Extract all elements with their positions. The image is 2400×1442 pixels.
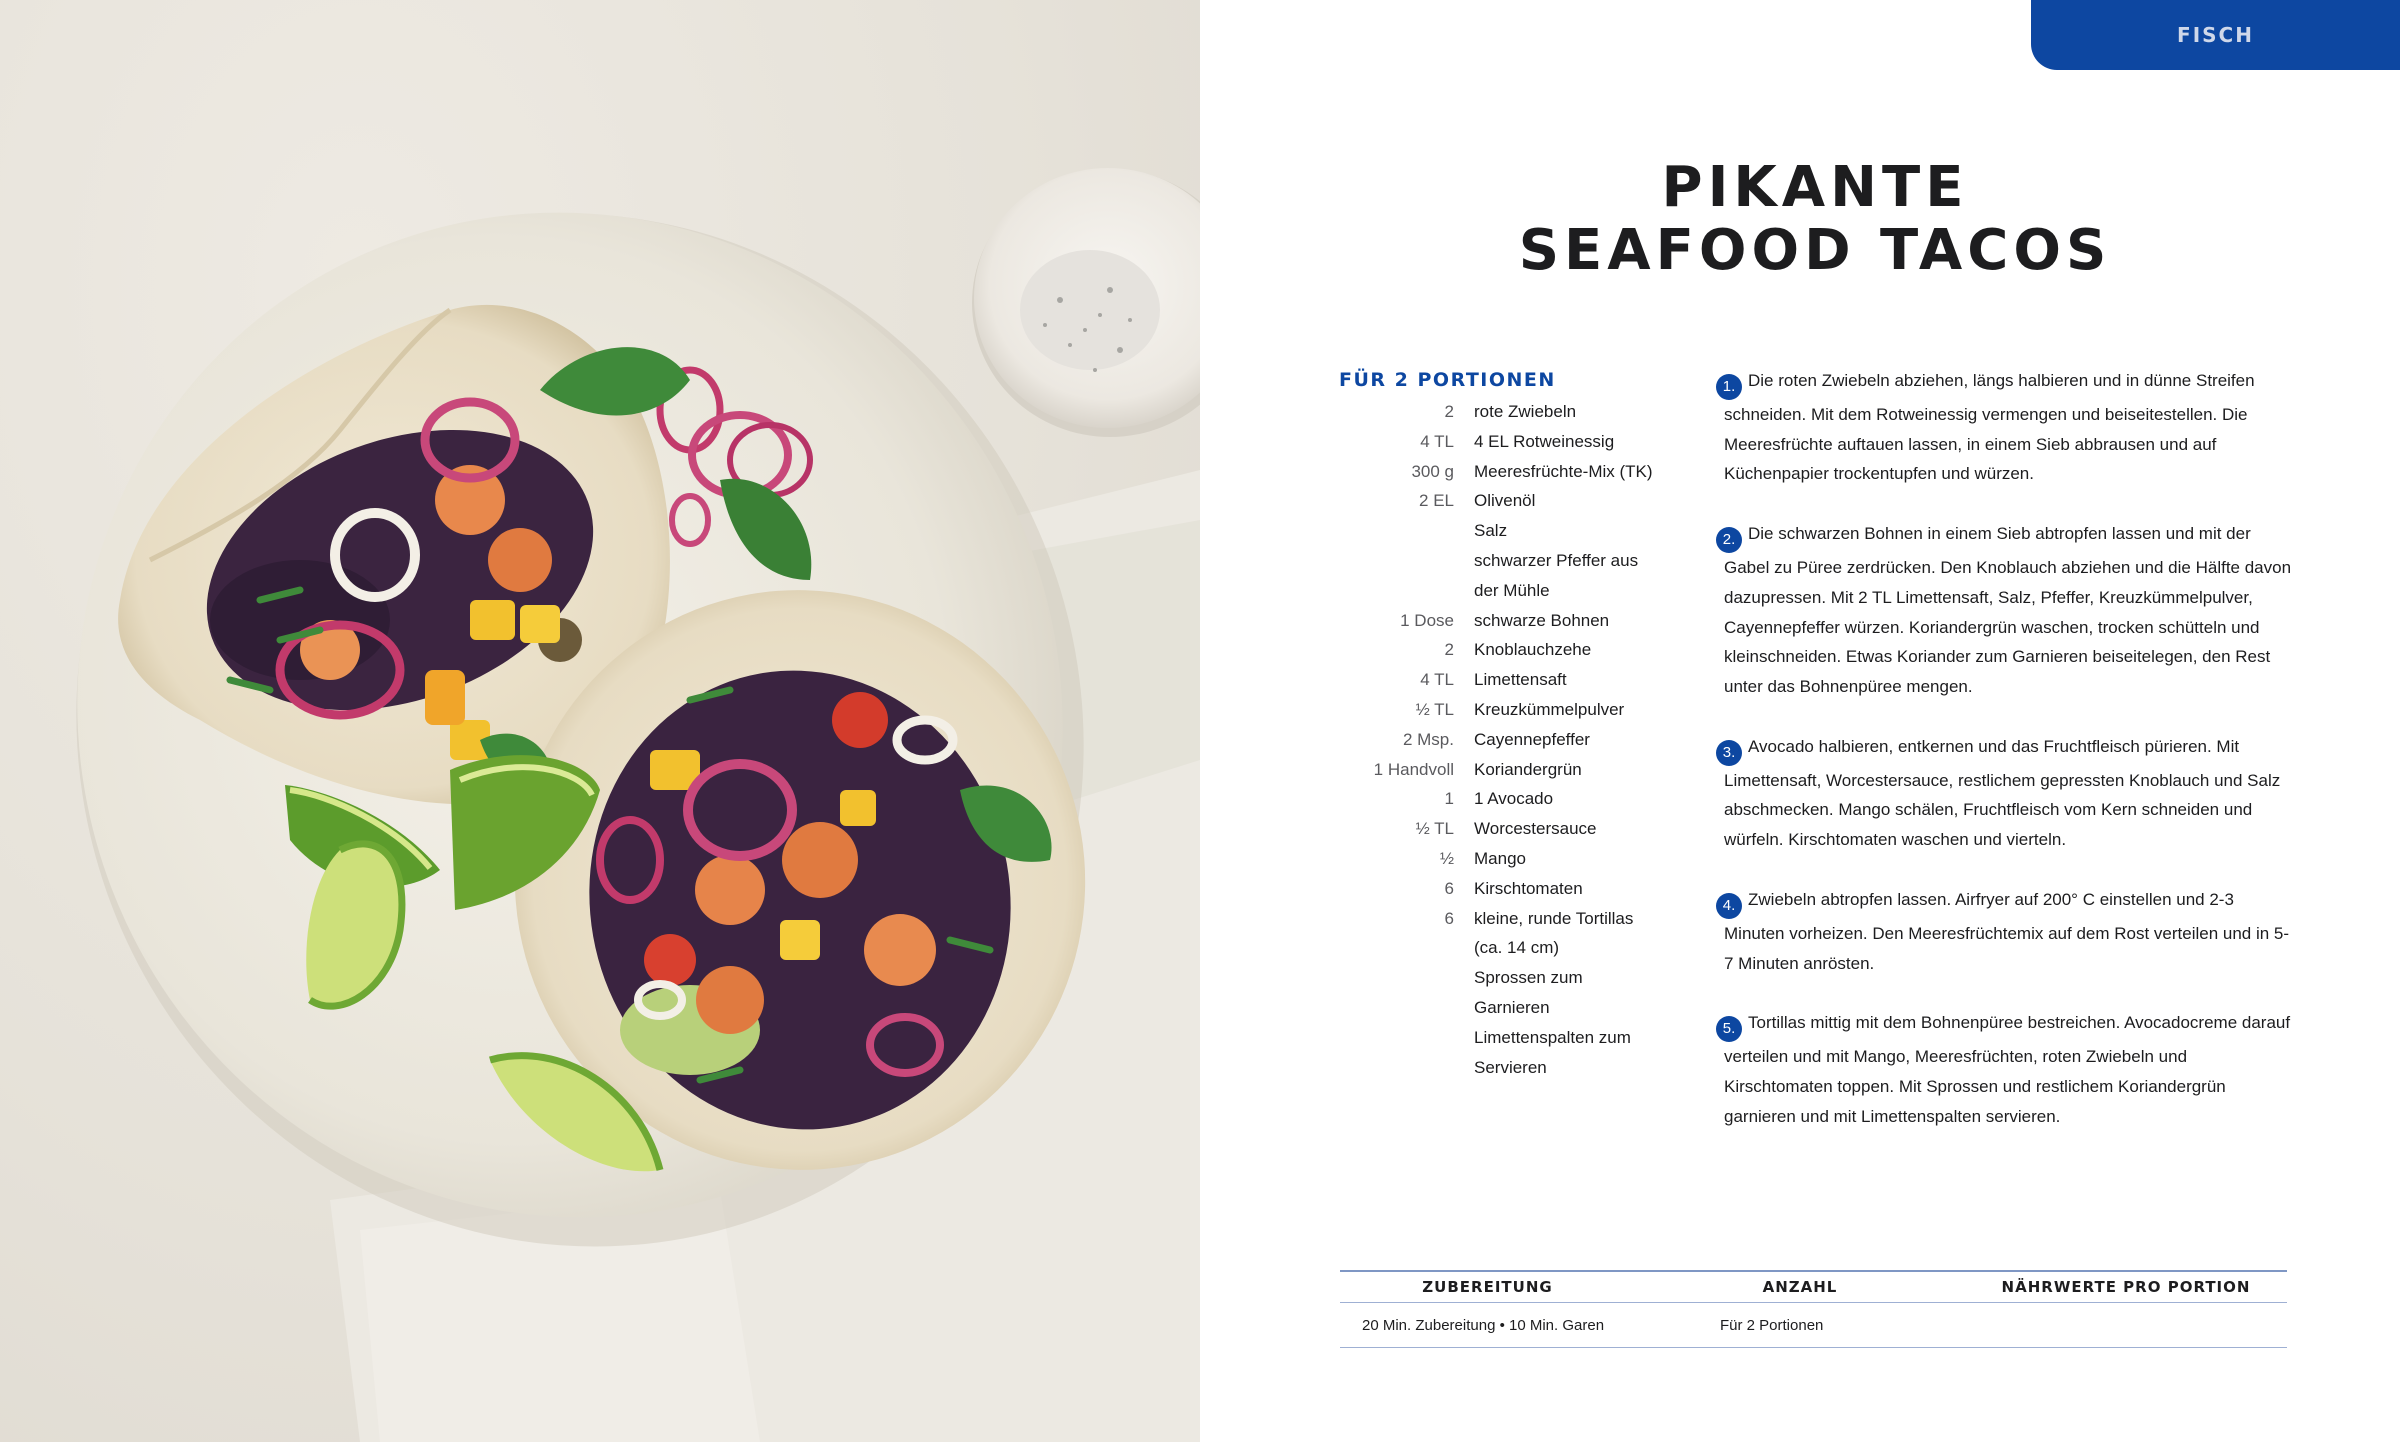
recipe-info-table: ZUBEREITUNG ANZAHL NÄHRWERTE PRO PORTION…: [1340, 1270, 2287, 1348]
ingredient-row: 1 Handvoll Koriandergrün: [1339, 755, 1669, 785]
step-2: 2. Die schwarzen Bohnen in einem Sieb abt…: [1716, 519, 2296, 702]
ingredient-row: 2 rote Zwiebeln: [1339, 397, 1669, 427]
value-anzahl: Für 2 Portionen: [1720, 1316, 1824, 1334]
step-number-badge: 4.: [1716, 892, 1742, 919]
ingredients-heading: FÜR 2 PORTIONEN: [1339, 369, 1556, 391]
step-number-badge: 2.: [1716, 526, 1742, 553]
ingredient-name: Koriandergrün: [1474, 759, 1582, 779]
step-number-badge: 1.: [1716, 373, 1742, 400]
ingredient-row: 1 Dose schwarze Bohnen: [1339, 606, 1669, 636]
ingredient-amount: [1339, 963, 1454, 1023]
step-3: 3. Avocado halbieren, entkernen und das F…: [1716, 732, 2296, 855]
table-value-row: 20 Min. Zubereitung • 10 Min. Garen Für …: [1340, 1303, 2287, 1347]
ingredient-name: 4 EL Rotweinessig: [1474, 431, 1615, 451]
ingredient-amount: ½ TL: [1415, 819, 1454, 839]
ingredient-row: 4 TL 4 EL Rotweinessig: [1339, 427, 1669, 457]
ingredient-name: Kreuzkümmelpulver: [1474, 699, 1625, 719]
ingredient-amount: 2 Msp.: [1402, 729, 1454, 749]
ingredient-row: ½ TL Kreuzkümmelpulver: [1339, 695, 1669, 725]
ingredient-amount: ½ TL: [1415, 699, 1454, 719]
ingredient-amount: 4 TL: [1420, 670, 1454, 690]
section-tab-label: FISCH: [2177, 23, 2254, 47]
ingredient-row: schwarzer Pfeffer aus der Mühle: [1339, 546, 1669, 606]
instructions: 1. Die roten Zwiebeln abziehen, längs hal…: [1716, 366, 2296, 1161]
step-1: 1. Die roten Zwiebeln abziehen, längs hal…: [1716, 366, 2296, 489]
ingredient-amount: 2: [1444, 640, 1454, 660]
ingredient-amount: [1339, 1023, 1454, 1083]
ingredient-amount: 1: [1444, 789, 1454, 809]
ingredient-name: Salz: [1474, 521, 1508, 541]
step-text: Die roten Zwiebeln abziehen, längs halbi…: [1724, 371, 2255, 484]
ingredient-row: ½ Mango: [1339, 844, 1669, 874]
ingredient-row: ½ TL Worcestersauce: [1339, 814, 1669, 844]
ingredient-name: Worcestersauce: [1474, 819, 1597, 839]
ingredient-amount: 4 TL: [1420, 431, 1454, 451]
ingredient-name: schwarze Bohnen: [1474, 610, 1610, 630]
ingredient-amount: 300 g: [1411, 461, 1454, 481]
ingredient-name: kleine, runde Tortillas (ca. 14 cm): [1474, 908, 1634, 958]
ingredient-name: Olivenöl: [1474, 491, 1536, 511]
ingredient-name: Sprossen zum Garnieren: [1474, 968, 1583, 1017]
ingredient-row: Salz: [1339, 516, 1669, 546]
ingredient-amount: 1 Dose: [1400, 610, 1454, 630]
step-5: 5. Tortillas mittig mit dem Bohnenpüree b…: [1716, 1008, 2296, 1131]
ingredient-name: Meeresfrüchte-Mix (TK): [1474, 461, 1653, 481]
recipe-title: PIKANTE SEAFOOD TACOS: [1340, 156, 2290, 282]
ingredient-row: Sprossen zum Garnieren: [1339, 963, 1669, 1023]
ingredient-name: rote Zwiebeln: [1474, 402, 1577, 421]
ingredient-row: Limettenspalten zum Servieren: [1339, 1023, 1669, 1083]
ingredient-name: Knoblauchzehe: [1474, 640, 1592, 660]
step-text: Tortillas mittig mit dem Bohnenpüree bes…: [1724, 1013, 2291, 1126]
ingredient-name: Kirschtomaten: [1474, 878, 1583, 898]
table-mid-rule: [1340, 1302, 2287, 1303]
ingredient-amount: [1339, 516, 1454, 546]
table-bottom-rule: [1340, 1347, 2287, 1348]
step-number-badge: 5.: [1716, 1016, 1742, 1042]
ingredients-list: 2 rote Zwiebeln 4 TL 4 EL Rotweinessig 300…: [1339, 397, 1669, 1082]
ingredient-row: 4 TL Limettensaft: [1339, 665, 1669, 695]
recipe-title-line-1: PIKANTE: [1661, 155, 1969, 220]
header-zubereitung: ZUBEREITUNG: [1422, 1278, 1553, 1296]
ingredient-name: Cayennepfeffer: [1474, 729, 1590, 749]
ingredient-amount: 6: [1444, 878, 1454, 898]
section-tab: FISCH: [2031, 0, 2400, 70]
ingredient-amount: 6: [1444, 908, 1454, 928]
food-photo: [0, 0, 1200, 1442]
ingredient-row: 1 1 Avocado: [1339, 784, 1669, 814]
ingredient-amount: ½: [1439, 848, 1454, 868]
header-anzahl: ANZAHL: [1762, 1278, 1838, 1296]
step-4: 4. Zwiebeln abtropfen lassen. Airfryer au…: [1716, 885, 2296, 978]
ingredient-name: Limettenspalten zum Servieren: [1474, 1027, 1631, 1077]
ingredient-amount: 2: [1444, 402, 1454, 421]
ingredient-row: 300 g Meeresfrüchte-Mix (TK): [1339, 457, 1669, 487]
ingredient-row: 2 EL Olivenöl: [1339, 486, 1669, 516]
step-text: Avocado halbieren, entkernen und das Fru…: [1724, 736, 2281, 850]
ingredient-name: 1 Avocado: [1474, 789, 1554, 809]
ingredient-row: 2 Msp. Cayennepfeffer: [1339, 725, 1669, 755]
ingredient-row: 6 Kirschtomaten: [1339, 874, 1669, 904]
step-text: Zwiebeln abtropfen lassen. Airfryer auf …: [1724, 889, 2290, 973]
table-header-row: ZUBEREITUNG ANZAHL NÄHRWERTE PRO PORTION: [1340, 1272, 2287, 1302]
ingredient-name: Mango: [1474, 848, 1526, 868]
ingredient-row: 2 Knoblauchzehe: [1339, 635, 1669, 665]
ingredient-row: 6 kleine, runde Tortillas (ca. 14 cm): [1339, 904, 1669, 964]
recipe-title-line-2: SEAFOOD TACOS: [1518, 218, 2112, 283]
table-top-rule: [1340, 1270, 2287, 1272]
ingredient-amount: 1 Handvoll: [1373, 759, 1454, 779]
step-text: Die schwarzen Bohnen in einem Sieb abtro…: [1724, 524, 2292, 697]
value-zubereitung: 20 Min. Zubereitung • 10 Min. Garen: [1362, 1316, 1605, 1334]
step-number-badge: 3.: [1716, 739, 1742, 766]
ingredient-name: schwarzer Pfeffer aus der Mühle: [1474, 550, 1639, 600]
header-naehrwerte: NÄHRWERTE PRO PORTION: [2001, 1278, 2251, 1296]
ingredient-amount: [1339, 546, 1454, 606]
tacos-illustration: [76, 168, 1200, 1442]
ingredient-amount: 2 EL: [1419, 491, 1454, 511]
ingredient-name: Limettensaft: [1474, 670, 1567, 690]
